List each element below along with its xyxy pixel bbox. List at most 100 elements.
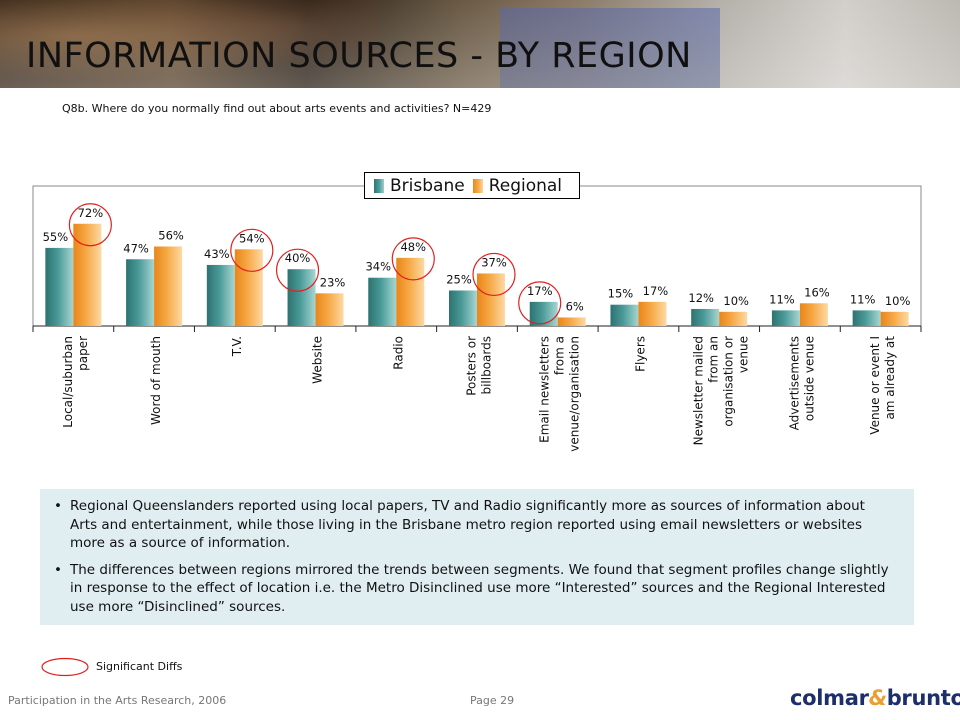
banner-photo-left [0, 0, 380, 88]
category-label-line: billboards [480, 336, 494, 395]
value-label-regional: 54% [239, 231, 265, 245]
category-label-line: outside venue [802, 336, 816, 421]
category-label-line: Flyers [633, 336, 647, 372]
footer-source: Participation in the Arts Research, 2006 [8, 694, 227, 707]
value-label-regional: 6% [566, 299, 584, 313]
category-label: T.V. [230, 336, 244, 357]
value-label-brisbane: 43% [204, 247, 230, 261]
value-label-regional: 37% [481, 255, 507, 269]
value-label-regional: 23% [320, 275, 346, 289]
value-label-brisbane: 12% [688, 291, 714, 305]
bar-brisbane [852, 310, 881, 326]
value-label-regional: 10% [723, 294, 749, 308]
legend-item-regional: Regional [472, 175, 563, 196]
bar-regional [638, 301, 667, 326]
bar-brisbane [691, 308, 720, 326]
bar-regional [799, 303, 828, 326]
findings-box: Regional Queenslanders reported using lo… [40, 489, 914, 625]
bar-regional [880, 311, 909, 326]
category-label: Email newsletters from a venue/organisatio… [538, 336, 582, 452]
bar-brisbane [368, 277, 397, 326]
category-label: Advertisements outside venue [787, 336, 816, 430]
category-label-line: Local/suburban [61, 336, 75, 428]
bar-brisbane [771, 310, 800, 326]
value-label-brisbane: 11% [850, 292, 876, 306]
category-label-line: venue/organisation [568, 336, 582, 452]
significance-circle [275, 248, 320, 292]
value-label-brisbane: 47% [123, 241, 149, 255]
header-banner [0, 0, 960, 88]
chart-value-labels: 55% 72% 47% 56% 43% 54% 40% 23% 34% 48% 25% 37% 17% 6… [43, 206, 911, 314]
category-label-line: Website [311, 336, 325, 384]
bar-regional [719, 311, 748, 326]
chart-category-labels: Local/suburban paper Word of mouth T.V. Webs… [61, 336, 897, 452]
category-label-line: from a [553, 336, 567, 375]
banner-photo-stage [500, 8, 720, 88]
category-label-line: Email newsletters [538, 336, 552, 443]
category-label-line: venue [737, 336, 751, 373]
significance-circle [391, 237, 435, 281]
significance-circle [68, 203, 112, 247]
category-label-line: am already at [883, 336, 897, 420]
value-label-regional: 72% [78, 206, 104, 220]
bar-regional [315, 293, 344, 326]
bar-regional [477, 273, 505, 326]
finding-bullet: The differences between regions mirrored… [54, 561, 896, 617]
legend-label-brisbane: Brisbane [390, 175, 465, 196]
significance-circles [68, 203, 562, 325]
chart-legend: Brisbane Regional [364, 172, 580, 199]
significance-key-icon [41, 657, 89, 677]
category-label: Local/suburban paper [61, 336, 90, 428]
colmar-brunton-logo: colmar&brunton [790, 686, 960, 710]
legend-swatch-brisbane [374, 178, 384, 193]
bar-regional [396, 257, 425, 326]
category-label-line: T.V. [230, 336, 244, 357]
chart-bars [45, 223, 909, 326]
category-label-line: Newsletter mailed [692, 336, 706, 445]
value-label-brisbane: 40% [285, 251, 311, 265]
category-label: Newsletter mailed from an organisation or v… [692, 336, 751, 445]
bar-regional [234, 249, 263, 326]
value-label-brisbane: 25% [446, 273, 472, 287]
legend-label-regional: Regional [488, 175, 563, 196]
question-text: Q8b. Where do you normally find out abou… [62, 102, 492, 115]
bar-chart: 55% 72% 47% 56% 43% 54% 40% 23% 34% 48% 25% 37% 17% 6… [32, 185, 922, 452]
category-label-line: organisation or [722, 336, 736, 427]
category-label-line: Word of mouth [149, 336, 163, 425]
bar-brisbane [287, 269, 316, 326]
bar-brisbane [610, 304, 639, 326]
category-label: Radio [391, 336, 405, 370]
significance-circle [230, 228, 274, 272]
bar-brisbane [45, 247, 74, 326]
value-label-brisbane: 34% [365, 260, 391, 274]
value-label-regional: 10% [885, 294, 911, 308]
value-label-regional: 56% [158, 228, 184, 242]
category-label: Posters or billboards [465, 336, 494, 396]
value-label-regional: 48% [400, 240, 426, 254]
category-label-line: Advertisements [787, 336, 801, 430]
legend-swatch-regional [472, 178, 483, 193]
category-label: Flyers [633, 336, 647, 372]
bar-regional [73, 223, 102, 326]
value-label-regional: 17% [643, 284, 669, 298]
category-label-line: paper [76, 336, 90, 371]
category-label-line: Radio [391, 336, 405, 370]
value-label-brisbane: 15% [608, 287, 634, 301]
value-label-brisbane: 11% [769, 292, 795, 306]
bar-regional [557, 317, 586, 326]
significance-circle [518, 281, 562, 325]
legend-item-brisbane: Brisbane [374, 176, 465, 196]
category-label-line: Venue or event I [868, 336, 882, 435]
value-label-brisbane: 55% [43, 230, 69, 244]
category-label-line: from an [707, 336, 721, 383]
significance-circle [472, 252, 516, 297]
page-title: INFORMATION SOURCES - BY REGION [26, 36, 692, 76]
value-label-brisbane: 17% [527, 284, 553, 298]
significance-key-label: Significant Diffs [96, 660, 183, 673]
bar-brisbane [206, 264, 235, 326]
category-label-line: Posters or [465, 336, 479, 396]
bar-regional [154, 246, 183, 326]
finding-bullet: Regional Queenslanders reported using lo… [54, 497, 896, 553]
bar-brisbane [529, 301, 558, 326]
